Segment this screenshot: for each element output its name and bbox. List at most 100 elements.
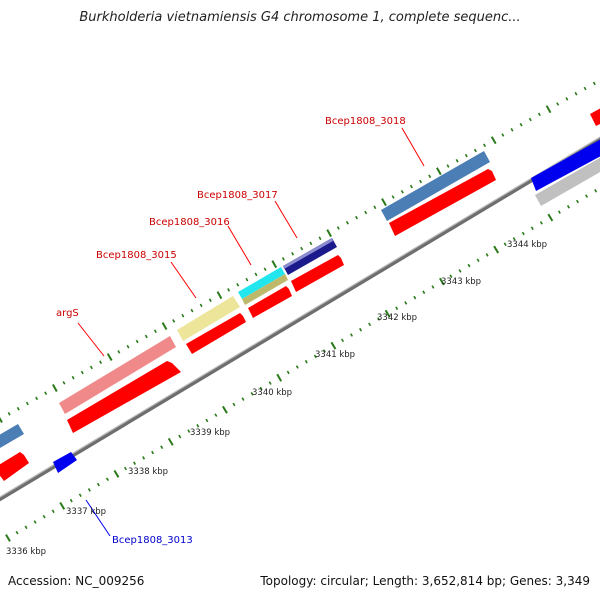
major-tick [271, 260, 278, 269]
minor-tick [96, 482, 100, 487]
cds-arrow-3015[interactable] [186, 313, 246, 354]
minor-tick [336, 226, 340, 230]
minor-tick [196, 424, 200, 428]
feature-band-upper [0, 151, 600, 448]
minor-tick [521, 231, 525, 236]
feature-argS[interactable] [59, 336, 176, 414]
minor-tick [473, 148, 477, 153]
minor-tick [87, 488, 91, 492]
major-tick [52, 384, 58, 392]
scale-label: 3338 kbp [128, 467, 168, 477]
minor-tick [467, 263, 471, 268]
minor-tick [178, 434, 182, 439]
minor-tick [350, 333, 353, 337]
major-tick [216, 291, 223, 300]
minor-tick [199, 303, 203, 308]
minor-tick [187, 429, 191, 433]
minor-tick [172, 319, 176, 323]
major-tick [326, 229, 332, 238]
accession-text: Accession: NC_009256 [8, 574, 145, 588]
scale-label: 3341 kbp [315, 350, 355, 360]
minor-tick [355, 215, 359, 220]
cds-arrow-3018[interactable] [389, 169, 496, 236]
minor-tick [391, 195, 395, 199]
scale-label: 3336 kbp [6, 547, 46, 557]
minor-tick [181, 313, 185, 318]
minor-tick [151, 450, 155, 455]
major-tick [59, 501, 66, 510]
gene-label-argS[interactable]: argS [56, 308, 79, 319]
feature-Bcep1808-3015[interactable] [177, 296, 240, 341]
minor-tick [565, 97, 569, 101]
minor-tick [7, 412, 11, 416]
minor-tick [309, 241, 313, 246]
minor-tick [304, 359, 308, 364]
minor-tick [592, 81, 596, 86]
minor-tick [359, 327, 363, 332]
minor-tick [501, 133, 505, 137]
cds-band [0, 102, 600, 481]
minor-tick [78, 493, 82, 498]
cds-arrow-argS[interactable] [67, 361, 181, 433]
minor-tick [250, 392, 254, 396]
gene-label-Bcep1808-3017[interactable]: Bcep1808_3017 [197, 190, 278, 201]
major-tick [5, 534, 11, 542]
minor-tick [345, 221, 349, 225]
gene-label-Bcep1808-3016[interactable]: Bcep1808_3016 [149, 217, 230, 228]
minor-tick [419, 179, 423, 184]
cds-arrow-right-edge[interactable] [590, 102, 600, 126]
cds-arrow-3017[interactable] [291, 255, 344, 292]
genome-summary-text: Topology: circular; Length: 3,652,814 bp… [260, 574, 590, 588]
chromosome-backbone [0, 136, 600, 502]
minor-tick [476, 258, 480, 263]
minor-tick [241, 397, 245, 401]
gene-label-Bcep1808-3013[interactable]: Bcep1808_3013 [112, 535, 193, 546]
minor-tick [576, 199, 579, 204]
major-tick [167, 437, 174, 446]
feature-Bcep1808-3018[interactable] [381, 151, 490, 221]
major-tick [113, 469, 120, 478]
scale-labels: 3336 kbp 3337 kbp 3338 kbp 3339 kbp 3340… [6, 240, 547, 557]
minor-tick [214, 413, 218, 417]
minor-tick [44, 391, 48, 395]
minor-tick [25, 401, 29, 406]
cds-arrow-3016[interactable] [248, 286, 292, 318]
major-tick [0, 416, 3, 423]
feature-Bcep1808-3017-light[interactable] [283, 238, 333, 269]
gene-arrow-blue-right[interactable] [531, 134, 600, 191]
feature-right-edge-grey[interactable] [535, 152, 600, 206]
map-title: Burkholderia vietnamiensis G4 chromosome… [79, 10, 521, 25]
scale-label: 3343 kbp [441, 277, 481, 287]
minor-tick [446, 164, 450, 168]
minor-tick [259, 386, 263, 391]
feature-Bcep1808-3016-cyan[interactable] [238, 267, 285, 299]
minor-tick [153, 329, 157, 333]
minor-tick [142, 456, 146, 460]
minor-tick [227, 288, 231, 292]
minor-tick [428, 174, 432, 179]
major-tick [381, 198, 387, 207]
gene-label-Bcep1808-3018[interactable]: Bcep1808_3018 [325, 116, 406, 127]
minor-tick [124, 466, 127, 471]
minor-tick [160, 445, 164, 449]
minor-tick [144, 334, 148, 339]
minor-tick [268, 381, 272, 385]
minor-tick [431, 285, 435, 289]
minor-tick [89, 365, 93, 370]
minor-tick [510, 128, 514, 132]
gene-label-Bcep1808-3015[interactable]: Bcep1808_3015 [96, 250, 177, 261]
cds-arrow-left[interactable] [0, 452, 29, 481]
feature-left-edge-blue[interactable] [0, 424, 24, 448]
minor-tick [236, 282, 240, 287]
minor-tick [16, 406, 20, 411]
feature-Bcep1808-3017[interactable] [283, 238, 337, 275]
major-tick [436, 167, 442, 176]
gene-arrow-Bcep1808-3013[interactable] [53, 452, 77, 473]
minor-tick [322, 349, 326, 353]
minor-tick [537, 112, 541, 117]
minor-tick [368, 322, 372, 327]
minor-tick [557, 210, 561, 214]
feature-Bcep1808-3016-olive[interactable] [242, 274, 288, 305]
minor-tick [519, 122, 523, 127]
